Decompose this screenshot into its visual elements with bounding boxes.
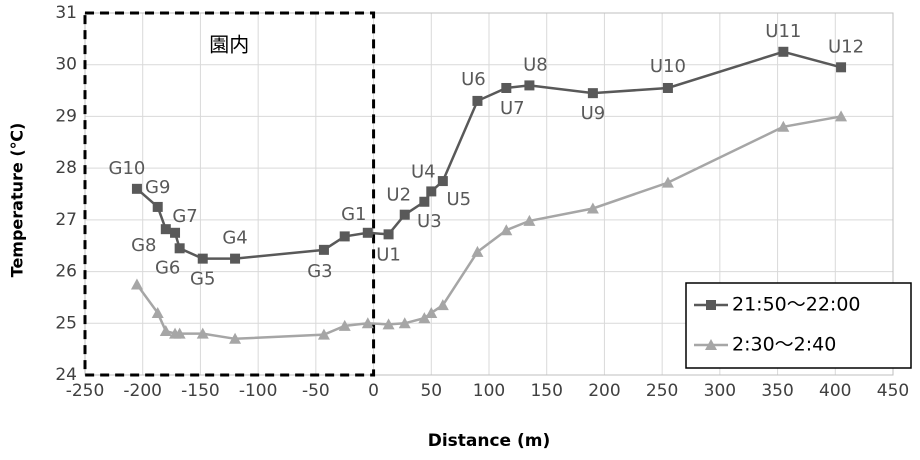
marker <box>836 62 847 73</box>
x-tick-label: 450 <box>877 381 909 401</box>
point-label: G5 <box>190 269 215 290</box>
x-tick-label: -150 <box>181 381 220 401</box>
y-tick-label: 30 <box>55 55 77 75</box>
marker <box>317 328 330 340</box>
marker <box>230 253 241 264</box>
point-label: U12 <box>828 36 864 57</box>
series-line <box>136 50 842 260</box>
y-tick-label: 26 <box>55 262 77 282</box>
point-label: U10 <box>650 56 686 77</box>
marker <box>437 176 448 187</box>
point-label: U6 <box>461 69 486 90</box>
x-tick-label: 250 <box>646 381 678 401</box>
marker <box>131 183 142 194</box>
point-label: U11 <box>765 21 801 42</box>
marker <box>159 325 172 337</box>
marker <box>173 327 186 339</box>
point-label: U9 <box>581 103 606 124</box>
marker <box>501 82 512 93</box>
point-label: U3 <box>417 211 442 232</box>
marker <box>338 319 351 331</box>
marker <box>835 110 848 122</box>
x-tick-label: 200 <box>588 381 620 401</box>
marker <box>197 253 208 264</box>
marker <box>362 227 373 238</box>
y-tick-label: 24 <box>55 365 77 385</box>
marker <box>523 214 536 226</box>
marker <box>586 202 599 214</box>
legend-marker <box>705 339 717 350</box>
marker <box>471 245 484 257</box>
marker <box>152 201 163 212</box>
point-label: U2 <box>386 185 411 206</box>
x-tick-label: -200 <box>123 381 162 401</box>
legend-label: 2:30～2:40 <box>732 334 836 356</box>
marker <box>425 306 438 318</box>
point-label: U1 <box>376 244 401 265</box>
x-tick-label: 100 <box>473 381 505 401</box>
y-tick-label: 29 <box>55 106 77 126</box>
marker <box>500 224 513 236</box>
y-tick-label: 31 <box>55 3 77 23</box>
point-label: G6 <box>155 257 180 278</box>
point-label: G7 <box>172 206 197 227</box>
marker <box>418 312 431 324</box>
annotation-text: 園内 <box>209 33 249 57</box>
marker <box>472 95 483 106</box>
marker <box>361 317 374 329</box>
x-tick-label: 0 <box>368 381 379 401</box>
legend-marker <box>706 300 716 310</box>
x-tick-label: 350 <box>761 381 793 401</box>
marker <box>160 224 171 235</box>
marker <box>170 227 181 238</box>
marker <box>661 176 674 188</box>
marker <box>196 327 209 339</box>
marker <box>318 244 329 255</box>
x-tick-label: -50 <box>302 381 330 401</box>
marker <box>382 318 395 330</box>
legend-label: 21:50～22:00 <box>732 294 861 316</box>
point-label: G1 <box>341 204 366 225</box>
marker <box>339 231 350 242</box>
marker <box>229 332 242 344</box>
marker <box>778 46 789 57</box>
x-tick-label: -250 <box>66 381 105 401</box>
y-tick-label: 27 <box>55 210 77 230</box>
y-axis-label: Temperature (℃) <box>8 123 27 278</box>
point-label: G10 <box>109 158 146 179</box>
x-tick-label: 300 <box>704 381 736 401</box>
marker <box>398 317 411 329</box>
x-tick-label: 150 <box>530 381 562 401</box>
marker <box>587 88 598 99</box>
annotation-region <box>83 11 376 377</box>
point-label: U5 <box>447 189 472 210</box>
x-axis-label: Distance (m) <box>428 431 551 451</box>
point-label: U4 <box>411 161 436 182</box>
y-tick-label: 28 <box>55 158 77 178</box>
x-tick-label: 50 <box>420 381 442 401</box>
marker <box>174 243 185 254</box>
marker <box>777 120 790 132</box>
x-tick-label: -100 <box>239 381 278 401</box>
marker <box>151 306 164 318</box>
point-label: U7 <box>500 98 525 119</box>
y-tick-label: 25 <box>55 313 77 333</box>
point-label: G4 <box>222 228 247 249</box>
marker <box>436 299 449 311</box>
point-label: G3 <box>307 261 332 282</box>
marker <box>419 196 430 207</box>
marker <box>399 209 410 220</box>
point-label: G8 <box>131 235 156 256</box>
plot-border <box>84 12 894 376</box>
marker <box>130 278 143 290</box>
marker <box>662 82 673 93</box>
point-label: U8 <box>523 54 548 75</box>
marker <box>383 229 394 240</box>
marker <box>524 80 535 91</box>
point-label: G9 <box>145 177 170 198</box>
marker <box>426 186 437 197</box>
x-tick-label: 400 <box>819 381 851 401</box>
legend-box <box>685 282 912 369</box>
